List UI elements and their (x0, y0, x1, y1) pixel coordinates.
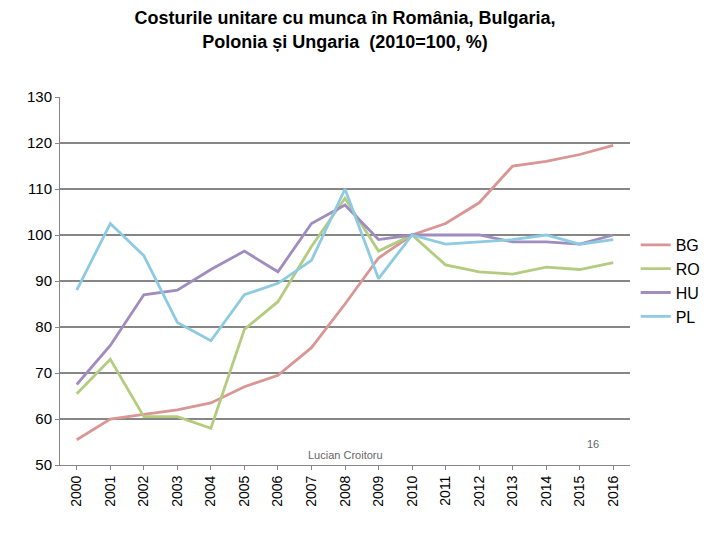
svg-text:16: 16 (587, 438, 599, 450)
svg-text:2006: 2006 (269, 475, 285, 506)
svg-text:2008: 2008 (337, 475, 353, 506)
svg-text:90: 90 (35, 272, 52, 289)
svg-text:RO: RO (676, 261, 700, 278)
svg-text:2004: 2004 (202, 475, 218, 506)
svg-text:2013: 2013 (504, 475, 520, 506)
svg-text:2012: 2012 (471, 475, 487, 506)
svg-text:2010: 2010 (404, 475, 420, 506)
svg-text:2000: 2000 (68, 475, 84, 506)
svg-text:2015: 2015 (571, 475, 587, 506)
svg-text:80: 80 (35, 318, 52, 335)
svg-text:2007: 2007 (303, 475, 319, 506)
svg-text:HU: HU (676, 285, 699, 302)
svg-text:2005: 2005 (236, 475, 252, 506)
svg-text:70: 70 (35, 364, 52, 381)
svg-text:120: 120 (27, 134, 52, 151)
svg-text:2003: 2003 (169, 475, 185, 506)
svg-text:Lucian Croitoru: Lucian Croitoru (308, 449, 383, 461)
svg-text:110: 110 (28, 180, 52, 197)
svg-text:2009: 2009 (370, 475, 386, 506)
svg-text:50: 50 (35, 456, 52, 473)
svg-text:2002: 2002 (135, 475, 151, 506)
svg-text:60: 60 (35, 410, 52, 427)
svg-text:2001: 2001 (102, 475, 118, 506)
svg-text:100: 100 (27, 226, 52, 243)
svg-text:BG: BG (676, 237, 699, 254)
svg-text:2011: 2011 (437, 475, 453, 505)
svg-text:2016: 2016 (605, 475, 621, 506)
svg-text:130: 130 (27, 88, 52, 105)
svg-text:PL: PL (676, 309, 696, 326)
svg-text:2014: 2014 (538, 475, 554, 506)
svg-text:Costurile unitare cu munca în: Costurile unitare cu munca în România, B… (134, 8, 555, 51)
